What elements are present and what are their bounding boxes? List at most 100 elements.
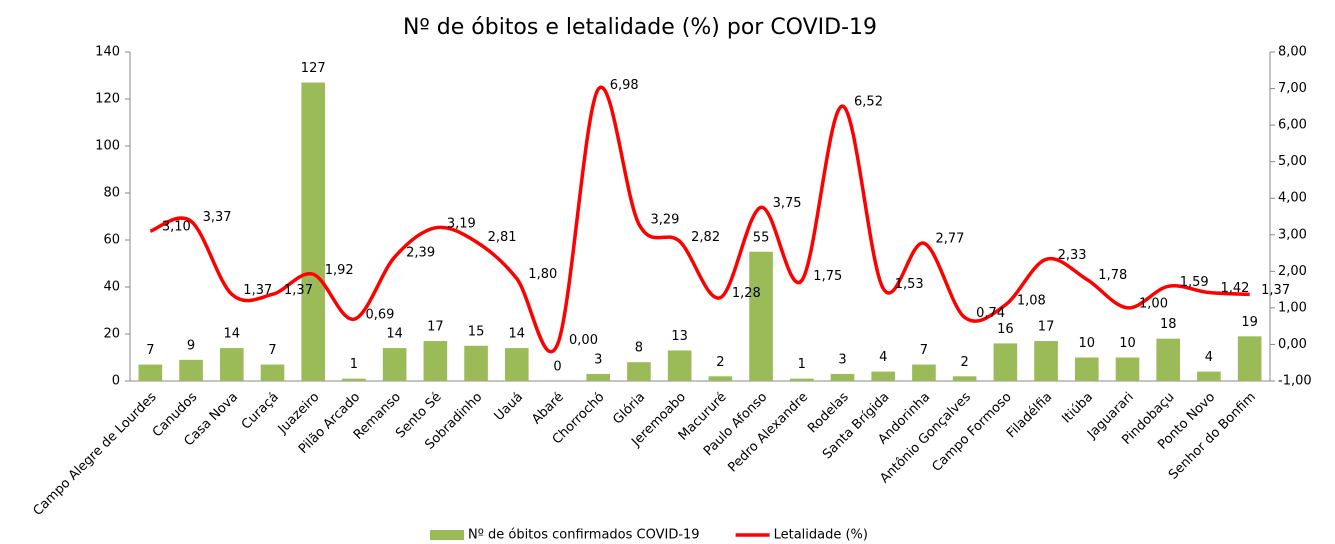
bar <box>1074 357 1099 381</box>
y-tick-label: 20 <box>103 327 120 342</box>
line-value-label: 2,39 <box>406 246 435 261</box>
legend-label: Letalidade (%) <box>774 528 868 543</box>
line-value-label: 1,37 <box>243 283 272 298</box>
bar <box>1034 341 1058 381</box>
x-tick-label: Abaré <box>529 390 567 428</box>
bar <box>464 345 488 381</box>
legend-swatch <box>430 530 464 540</box>
line-value-label: 1,75 <box>813 269 842 284</box>
bar-value-label: 4 <box>1205 350 1213 365</box>
bar-value-label: 14 <box>386 327 403 342</box>
bar-value-label: 4 <box>879 350 887 365</box>
bar <box>667 350 692 381</box>
line-value-label: 1,37 <box>1261 283 1290 298</box>
line-value-label: 1,00 <box>1139 296 1168 311</box>
bar <box>504 348 529 381</box>
line-value-label: 1,42 <box>1220 281 1249 296</box>
y-tick-label: 100 <box>95 139 120 154</box>
bar-value-label: 7 <box>146 343 154 358</box>
bar-value-label: 7 <box>920 343 928 358</box>
bar-value-label: 0 <box>553 360 561 375</box>
chart-title: Nº de óbitos e letalidade (%) por COVID-… <box>403 15 877 40</box>
bar-value-label: 8 <box>635 341 643 356</box>
bar-value-label: 1 <box>350 357 358 372</box>
bar <box>1197 371 1221 381</box>
bar-value-label: 18 <box>1160 317 1177 332</box>
y-tick-label: 80 <box>103 186 120 201</box>
y-tick-label: 120 <box>95 92 120 107</box>
bar-value-label: 3 <box>594 352 602 367</box>
bar <box>627 362 651 381</box>
bar <box>586 373 611 381</box>
line-value-label: 6,52 <box>854 95 883 110</box>
bar-value-label: 2 <box>961 355 969 370</box>
line-value-label: 3,75 <box>773 196 802 211</box>
y-tick-label: 0 <box>112 374 120 389</box>
x-tick-label: Pedro Alexandre <box>725 390 811 476</box>
bar-value-label: 1 <box>798 357 806 372</box>
line-value-label: 3,29 <box>650 213 679 228</box>
line-value-label: 2,33 <box>1058 248 1087 263</box>
y2-tick-label: -1,00 <box>1278 374 1312 389</box>
y2-tick-label: 4,00 <box>1278 191 1307 206</box>
line-value-label: 1,80 <box>528 267 557 282</box>
x-tick-label: Campo Alegre de Lourdes <box>30 390 159 519</box>
bar <box>952 376 977 381</box>
bar <box>708 376 733 381</box>
bar <box>993 343 1018 381</box>
line-value-label: 3,37 <box>203 210 232 225</box>
y2-tick-label: 6,00 <box>1278 118 1307 133</box>
x-tick-label: Campo Formoso <box>929 390 1014 475</box>
bar-value-label: 19 <box>1241 315 1258 330</box>
line-value-label: 2,77 <box>935 232 964 247</box>
bar-value-label: 3 <box>838 352 846 367</box>
y2-tick-label: 3,00 <box>1278 227 1307 242</box>
bar <box>423 341 448 381</box>
bar <box>1237 336 1262 381</box>
line <box>149 85 1250 354</box>
line-value-label: 1,59 <box>1180 275 1209 290</box>
bar-value-label: 15 <box>468 324 485 339</box>
line-value-label: 1,37 <box>284 283 313 298</box>
y2-tick-label: 7,00 <box>1278 81 1307 96</box>
bar-value-label: 55 <box>753 230 770 245</box>
line-value-label: 1,53 <box>895 277 924 292</box>
bar-value-label: 2 <box>716 355 724 370</box>
bar-value-label: 10 <box>1079 336 1096 351</box>
y2-tick-label: 8,00 <box>1278 45 1307 60</box>
y2-tick-label: 2,00 <box>1278 264 1307 279</box>
line-value-label: 0,00 <box>569 333 598 348</box>
bar-value-label: 9 <box>187 338 195 353</box>
bar-value-label: 17 <box>427 320 444 335</box>
line-value-label: 1,08 <box>1017 293 1046 308</box>
bar-value-label: 14 <box>224 327 241 342</box>
x-tick-label: Glória <box>610 390 648 428</box>
bar <box>301 82 326 382</box>
y-tick-label: 60 <box>103 233 120 248</box>
y2-tick-label: 5,00 <box>1278 154 1307 169</box>
line-value-label: 0,74 <box>976 306 1005 321</box>
x-tick-label: Uauá <box>492 390 526 424</box>
bar <box>871 371 896 381</box>
bar <box>749 251 773 381</box>
line-value-label: 6,98 <box>610 78 639 93</box>
x-tick-label: Itiúba <box>1059 390 1096 427</box>
bar <box>912 364 936 381</box>
line-value-label: 0,69 <box>365 308 394 323</box>
line-value-label: 3,10 <box>162 220 191 235</box>
y2-tick-label: 1,00 <box>1278 300 1307 315</box>
y-tick-label: 40 <box>103 280 120 295</box>
bar <box>342 378 366 381</box>
bar <box>789 378 814 381</box>
line-value-label: 1,92 <box>325 263 354 278</box>
bar <box>179 359 203 381</box>
y2-tick-label: 0,00 <box>1278 337 1307 352</box>
bar <box>830 373 855 381</box>
line-value-label: 2,82 <box>691 230 720 245</box>
bar <box>382 348 407 381</box>
bar-value-label: 17 <box>1038 320 1055 335</box>
legend-label: Nº de óbitos confirmados COVID-19 <box>468 528 700 543</box>
line-value-label: 3,19 <box>447 216 476 231</box>
bar <box>219 348 244 381</box>
